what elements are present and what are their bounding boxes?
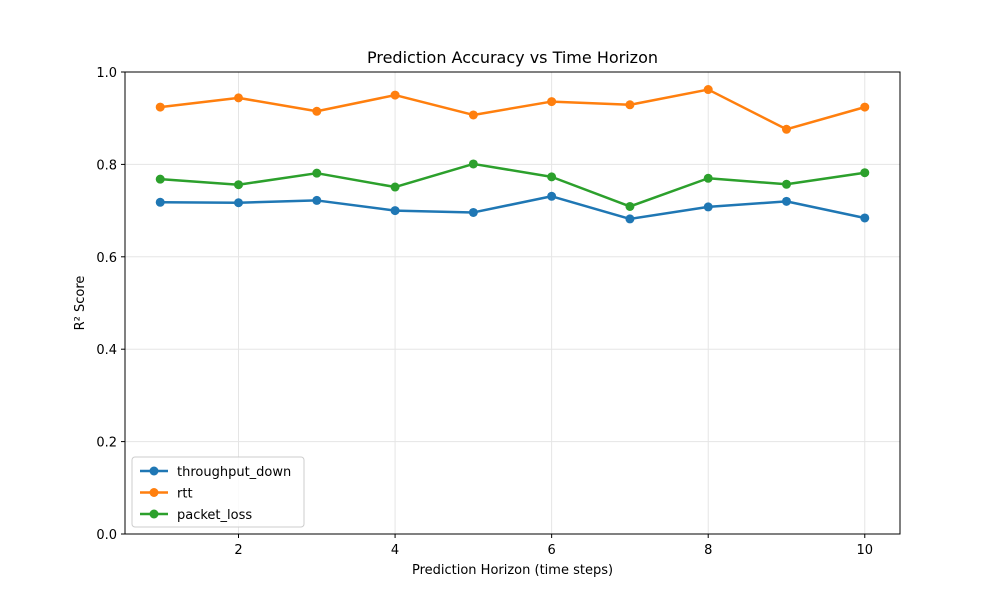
legend-marker-packet_loss [149,509,159,519]
y-tick-label: 0.8 [96,158,117,173]
legend-label-throughput_down: throughput_down [177,465,291,480]
legend-marker-rtt [149,488,159,497]
series-layer [155,85,870,224]
x-tick-label: 10 [856,543,873,558]
data-point-rtt [703,85,713,95]
data-point-packet_loss [312,168,322,178]
data-point-rtt [312,106,322,116]
y-tick-label: 0.6 [96,251,117,266]
series-line-throughput_down [160,195,866,221]
data-point-rtt [860,102,870,112]
data-point-throughput_down [155,197,165,207]
data-point-rtt [155,102,165,112]
data-point-packet_loss [390,182,400,192]
data-point-packet_loss [703,173,713,183]
data-point-rtt [234,93,244,103]
legend-label-rtt: rtt [177,487,193,502]
ticks: 2 4 6 8 10 0.0 0.2 0.4 0.6 0.8 1.0 [96,66,873,558]
data-point-throughput_down [547,191,557,201]
data-point-packet_loss [234,180,244,190]
data-point-packet_loss [547,172,557,182]
x-tick-label: 8 [704,543,712,558]
data-point-throughput_down [781,196,791,206]
x-axis-label: Prediction Horizon (time steps) [412,563,613,578]
data-point-packet_loss [468,159,478,169]
x-tick-label: 6 [548,543,556,558]
data-point-packet_loss [860,168,870,178]
y-tick-label: 0.4 [96,343,117,358]
data-point-rtt [547,97,557,107]
data-point-packet_loss [625,201,635,211]
legend-label-packet_loss: packet_loss [177,508,252,523]
data-point-rtt [781,124,791,134]
x-tick-label: 2 [234,543,242,558]
y-tick-label: 1.0 [96,66,117,81]
y-tick-label: 0.2 [96,436,117,451]
y-axis-label: R² Score [73,276,88,331]
data-point-rtt [625,100,635,110]
chart-title: Prediction Accuracy vs Time Horizon [367,48,658,67]
data-point-rtt [468,110,478,120]
legend-box [131,456,305,528]
legend-marker-throughput_down [149,466,159,476]
data-point-throughput_down [312,195,322,205]
data-point-throughput_down [390,206,400,216]
data-point-packet_loss [155,174,165,184]
series-line-rtt [160,88,866,131]
data-point-packet_loss [781,179,791,189]
data-point-throughput_down [468,207,478,217]
data-point-throughput_down [625,214,635,224]
data-point-throughput_down [234,198,244,208]
y-tick-label: 0.0 [96,528,117,543]
data-point-throughput_down [703,202,713,212]
data-point-throughput_down [860,213,870,223]
data-point-rtt [390,90,400,100]
x-tick-label: 4 [391,543,399,558]
series-line-packet_loss [160,162,865,208]
plot-frame [124,71,901,535]
